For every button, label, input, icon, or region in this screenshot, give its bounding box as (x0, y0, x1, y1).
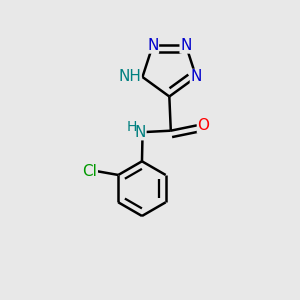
Text: N: N (190, 70, 202, 85)
Text: O: O (197, 118, 209, 133)
Text: H: H (127, 120, 137, 134)
Text: N: N (147, 38, 158, 53)
Text: N: N (180, 38, 192, 53)
Text: N: N (134, 125, 146, 140)
Text: NH: NH (118, 70, 141, 85)
Text: Cl: Cl (82, 164, 97, 178)
